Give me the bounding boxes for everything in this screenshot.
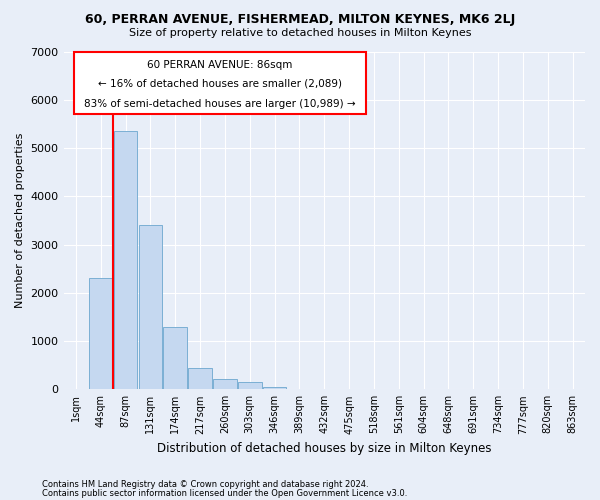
Text: 83% of semi-detached houses are larger (10,989) →: 83% of semi-detached houses are larger (… (84, 99, 356, 109)
Y-axis label: Number of detached properties: Number of detached properties (15, 132, 25, 308)
Bar (139, 225, 162, 390)
Bar (213, 379, 237, 390)
Text: 60 PERRAN AVENUE: 86sqm: 60 PERRAN AVENUE: 86sqm (147, 60, 293, 70)
Bar (263, 387, 286, 390)
Text: 60, PERRAN AVENUE, FISHERMEAD, MILTON KEYNES, MK6 2LJ: 60, PERRAN AVENUE, FISHERMEAD, MILTON KE… (85, 12, 515, 26)
Text: Contains public sector information licensed under the Open Government Licence v3: Contains public sector information licen… (42, 489, 407, 498)
Text: ← 16% of detached houses are smaller (2,089): ← 16% of detached houses are smaller (2,… (98, 79, 342, 89)
Bar (188, 368, 212, 390)
X-axis label: Distribution of detached houses by size in Milton Keynes: Distribution of detached houses by size … (157, 442, 491, 455)
FancyBboxPatch shape (74, 52, 366, 114)
Text: Contains HM Land Registry data © Crown copyright and database right 2024.: Contains HM Land Registry data © Crown c… (42, 480, 368, 489)
Bar (114, 131, 137, 390)
Bar (238, 382, 262, 390)
Bar (163, 326, 187, 390)
Text: Size of property relative to detached houses in Milton Keynes: Size of property relative to detached ho… (129, 28, 471, 38)
Bar (89, 278, 113, 390)
